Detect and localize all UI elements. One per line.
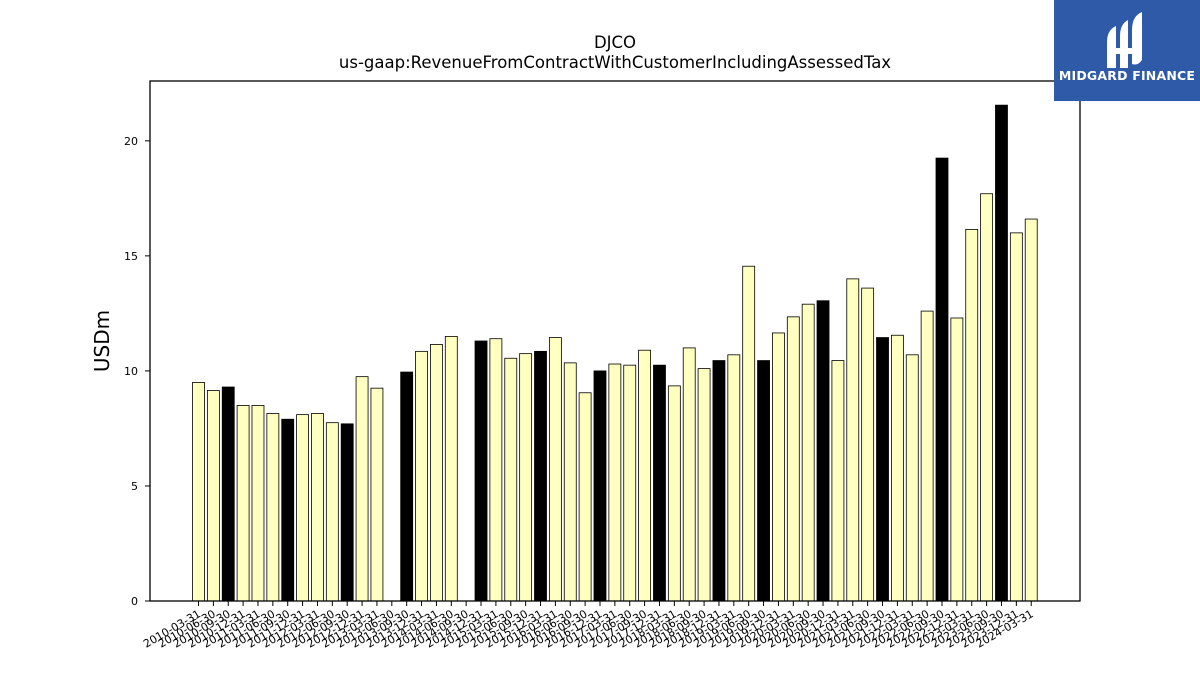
- bar: [965, 229, 979, 602]
- y-axis-label: USDm: [90, 310, 114, 372]
- plot-frame: [149, 80, 1081, 602]
- bar: [786, 316, 800, 602]
- bar-series: [192, 104, 1038, 602]
- bar: [653, 364, 666, 602]
- bar: [251, 405, 265, 602]
- bar: [772, 332, 785, 602]
- bar: [1009, 232, 1023, 602]
- brand-mark-icon: [1107, 12, 1142, 68]
- bar: [801, 303, 815, 602]
- bar: [727, 354, 741, 602]
- bar: [905, 354, 919, 602]
- bar: [444, 335, 458, 602]
- bar: [415, 350, 428, 602]
- y-axis: 0 5 10 15 20: [124, 135, 150, 608]
- bar: [742, 265, 756, 602]
- bar: [712, 360, 726, 602]
- y-tick-label: 15: [124, 250, 138, 263]
- bar: [980, 193, 994, 602]
- bar: [504, 357, 518, 602]
- bar: [757, 360, 770, 602]
- bar: [400, 371, 414, 602]
- bar: [935, 157, 949, 602]
- bar: [831, 360, 845, 602]
- y-tick-label: 0: [131, 595, 138, 608]
- bar: [236, 405, 250, 602]
- bar: [593, 370, 607, 602]
- bar: [340, 423, 354, 602]
- bar: [534, 350, 547, 602]
- bar: [1024, 218, 1038, 602]
- brand-logo: MIDGARD FINANCE: [1054, 0, 1200, 101]
- bar: [221, 386, 235, 602]
- bar: [846, 278, 860, 602]
- bar: [489, 338, 503, 602]
- bar: [890, 334, 904, 602]
- bar: [682, 347, 696, 602]
- chart-title: DJCO: [594, 33, 636, 52]
- brand-name: MIDGARD FINANCE: [1058, 68, 1196, 83]
- bar: [667, 385, 681, 602]
- bar: [816, 300, 830, 602]
- bar: [266, 413, 280, 602]
- y-tick-label: 20: [124, 135, 138, 148]
- bar: [578, 392, 592, 602]
- bar: [206, 390, 220, 602]
- bar: [697, 368, 711, 602]
- bar: [608, 363, 622, 602]
- bar: [311, 413, 324, 602]
- y-tick-label: 5: [131, 480, 138, 493]
- x-axis: 2010-03-312010-06-302010-09-302010-12-31…: [141, 601, 1036, 651]
- bar: [325, 422, 339, 602]
- bar: [861, 287, 875, 602]
- bar: [548, 337, 562, 602]
- bar: [281, 418, 295, 602]
- bar: [876, 337, 889, 602]
- y-tick-label: 10: [124, 365, 138, 378]
- bar: [296, 414, 309, 602]
- bar: [192, 382, 205, 602]
- bar: [519, 353, 533, 602]
- bar: [430, 344, 443, 602]
- bar: [563, 362, 577, 602]
- bar: [995, 104, 1008, 602]
- bar: [370, 387, 384, 602]
- bar: [355, 376, 369, 602]
- bar: [474, 340, 488, 602]
- bar: [920, 310, 934, 602]
- chart-subtitle: us-gaap:RevenueFromContractWithCustomerI…: [339, 53, 891, 72]
- bar: [950, 317, 964, 602]
- bar: [623, 364, 637, 602]
- bar: [638, 349, 651, 602]
